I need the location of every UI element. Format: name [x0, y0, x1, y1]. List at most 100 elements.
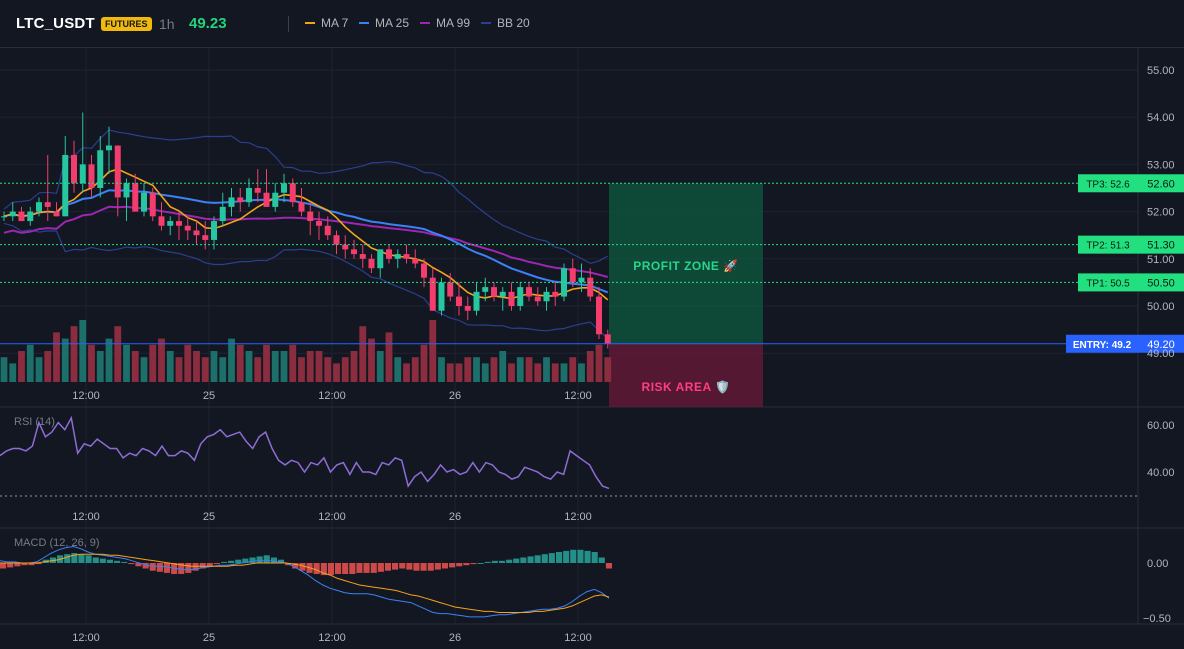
candle: [193, 221, 200, 245]
candle-body: [569, 268, 576, 283]
price-axis-label: 49.00: [1147, 348, 1175, 360]
entry-tag-label: ENTRY: 49.2: [1073, 340, 1132, 351]
candle: [62, 136, 69, 217]
macd-axis-label: 0.00: [1147, 558, 1168, 570]
candle: [106, 126, 112, 174]
ma25-swatch-icon: [359, 22, 369, 24]
time-axis-label: 12:00: [564, 511, 592, 523]
time-axis-label: 12:00: [318, 390, 346, 402]
candle-body: [281, 183, 287, 193]
symbol-name[interactable]: LTC_USDT: [16, 15, 95, 32]
volume-bar: [88, 344, 95, 382]
candle-body: [482, 287, 489, 292]
candle: [53, 202, 60, 217]
macd-histogram-bar: [185, 563, 192, 573]
volume-bar: [446, 363, 454, 382]
macd-histogram-bar: [584, 550, 591, 563]
macd-histogram-bar: [527, 556, 534, 563]
macd-histogram-bar: [0, 563, 7, 569]
candle-body: [517, 287, 524, 306]
time-axis-label: 12:00: [318, 511, 346, 523]
volume-bar: [280, 351, 288, 382]
candle-body: [44, 202, 51, 207]
entry-tag: [1066, 334, 1138, 353]
moving-averages: [3, 168, 609, 301]
volume-bar: [114, 326, 122, 382]
volume-bar: [228, 338, 235, 382]
candle-body: [62, 154, 69, 217]
candle: [587, 268, 594, 302]
macd-histogram-bar: [21, 563, 28, 566]
volume-bar: [560, 363, 568, 382]
time-axis-label: 26: [449, 390, 461, 402]
macd-histogram-bar: [270, 557, 277, 563]
last-price: 49.23: [189, 15, 227, 32]
volume-bar: [481, 363, 489, 382]
price-axis-label: 50.00: [1147, 301, 1175, 313]
candle-body: [386, 249, 392, 259]
candle: [526, 282, 532, 302]
legend-ma25[interactable]: MA 25: [359, 16, 409, 30]
candle: [167, 216, 174, 236]
volume-bar: [368, 338, 375, 382]
candle-body: [158, 216, 165, 226]
macd-histogram-bar: [427, 563, 434, 571]
time-axis-label: 12:00: [318, 632, 346, 644]
candle: [272, 183, 279, 212]
signal-line: [0, 553, 610, 613]
candle-body: [438, 282, 445, 311]
volume-bar: [385, 332, 393, 382]
volume-bar: [306, 351, 314, 382]
candle-body: [254, 188, 261, 193]
candle: [552, 282, 559, 306]
tp2-tag-label: TP2: 51.3: [1086, 241, 1130, 252]
volume-bar: [508, 363, 515, 382]
legend-ma99[interactable]: MA 99: [420, 16, 470, 30]
bb-lower-line: [3, 222, 609, 340]
macd-histogram-bar: [520, 557, 527, 563]
macd-histogram-bar: [292, 563, 299, 569]
volume-bar: [79, 320, 87, 382]
candle: [412, 249, 419, 269]
time-axis-label: 25: [203, 390, 215, 402]
macd-histogram-bar: [456, 563, 463, 567]
candle: [184, 216, 191, 240]
candle-body: [552, 291, 559, 297]
timeframe-selector[interactable]: 1h: [159, 16, 175, 32]
volume-bar: [123, 344, 130, 382]
rsi-pane: RSI (14): [0, 415, 1138, 497]
candle: [141, 183, 147, 217]
candle-body: [141, 192, 147, 212]
macd-histogram-bar: [78, 554, 85, 563]
price-axis-label: 53.00: [1147, 159, 1175, 171]
macd-histogram-bar: [149, 563, 156, 571]
macd-line: [0, 545, 610, 618]
candle-body: [71, 154, 77, 184]
candle: [429, 268, 436, 311]
candle: [219, 192, 226, 226]
candle-body: [368, 258, 375, 269]
profit-zone-label: PROFIT ZONE 🚀: [633, 259, 738, 273]
volume-bar: [315, 351, 323, 382]
candle-body: [491, 287, 497, 297]
candle-body: [289, 183, 296, 203]
candle-body: [377, 249, 384, 269]
rsi-label: RSI (14): [14, 416, 55, 428]
legend-bb20[interactable]: BB 20: [481, 16, 530, 30]
macd-histogram-bar: [556, 552, 563, 563]
candle-body: [27, 211, 34, 222]
candle: [464, 296, 471, 321]
candle-body: [499, 291, 506, 297]
price-axis-label: 52.00: [1147, 207, 1175, 219]
candle: [438, 277, 445, 316]
legend-ma7[interactable]: MA 7: [305, 16, 348, 30]
volume-bar: [411, 357, 419, 382]
candle-body: [79, 164, 86, 184]
candle: [386, 244, 392, 264]
tp2-price: 51.30: [1147, 240, 1175, 252]
volume-bar: [438, 357, 445, 382]
macd-histogram-bar: [256, 556, 263, 563]
price-axis-label: 54.00: [1147, 112, 1175, 124]
grid: [0, 48, 1184, 625]
